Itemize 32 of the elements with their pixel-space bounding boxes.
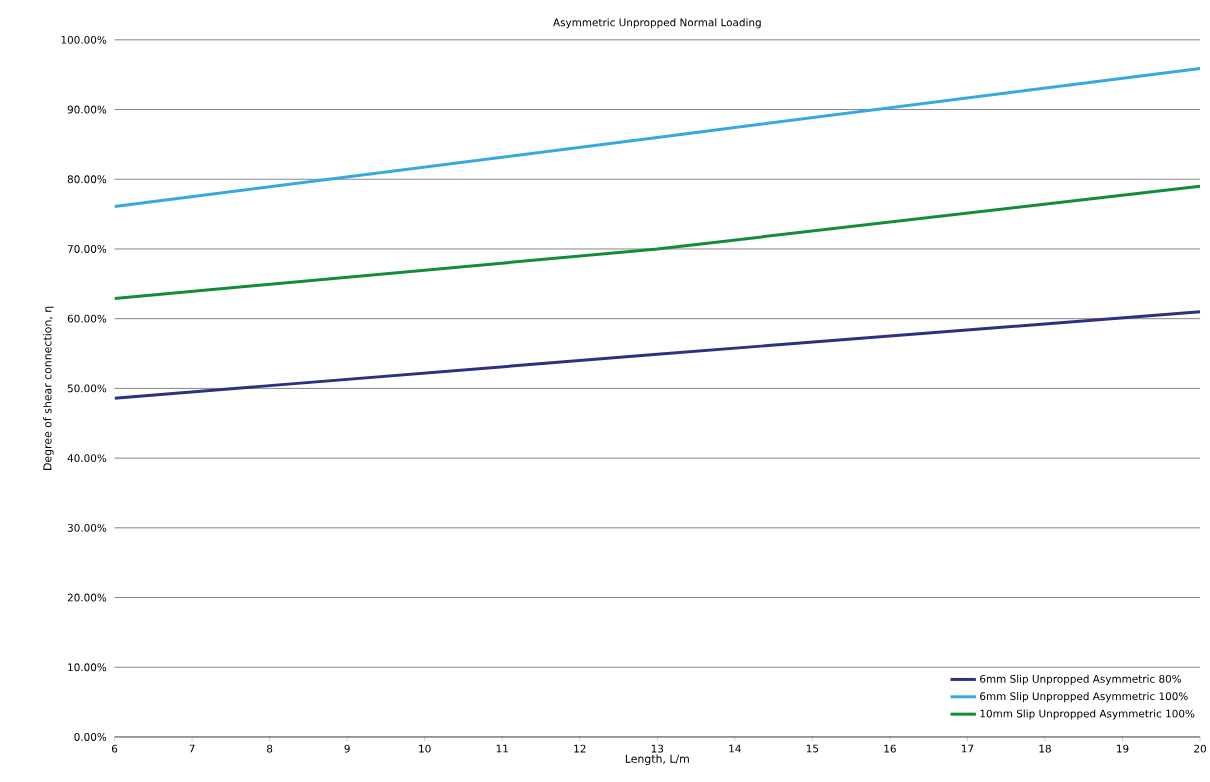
x-tick-label: 18 <box>1039 744 1051 753</box>
chart-title: Asymmetric Unpropped Normal Loading <box>553 18 761 29</box>
y-tick-label: 100.00% <box>61 36 107 44</box>
x-tick-label: 17 <box>961 744 974 753</box>
x-tick-label: 15 <box>806 744 819 753</box>
y-tick-label: 20.00% <box>67 593 107 602</box>
x-tick-label: 11 <box>496 744 508 753</box>
y-tick-label: 0.00% <box>74 733 107 742</box>
x-tick-label: 16 <box>884 744 896 753</box>
y-tick-label: 70.00% <box>67 245 107 254</box>
x-tick-label: 10 <box>419 744 431 753</box>
x-tick-label: 14 <box>729 744 741 753</box>
y-tick-label: 80.00% <box>67 175 107 184</box>
x-tick-label: 7 <box>189 744 195 753</box>
legend-label: 6mm Slip Unpropped Asymmetric 80% <box>980 674 1182 685</box>
y-tick-label: 30.00% <box>67 523 107 532</box>
y-tick-label: 60.00% <box>67 314 107 323</box>
x-tick-label: 9 <box>344 744 350 753</box>
x-tick-label: 20 <box>1194 744 1206 753</box>
x-tick-label: 13 <box>651 744 664 753</box>
y-tick-label: 10.00% <box>68 663 107 672</box>
x-tick-label: 19 <box>1117 744 1129 753</box>
x-tick-label: 12 <box>574 744 586 753</box>
x-tick-label: 8 <box>267 744 273 753</box>
y-tick-label: 90.00% <box>67 105 107 114</box>
legend-label: 10mm Slip Unpropped Asymmetric 100% <box>980 709 1195 720</box>
y-tick-label: 40.00% <box>67 454 107 463</box>
y-axis-title: Degree of shear connection, η <box>43 306 54 470</box>
legend-label: 6mm Slip Unpropped Asymmetric 100% <box>980 692 1188 703</box>
y-tick-label: 50.00% <box>67 384 107 393</box>
x-tick-label: 6 <box>111 744 118 753</box>
x-axis-title: Length, L/m <box>625 754 689 766</box>
